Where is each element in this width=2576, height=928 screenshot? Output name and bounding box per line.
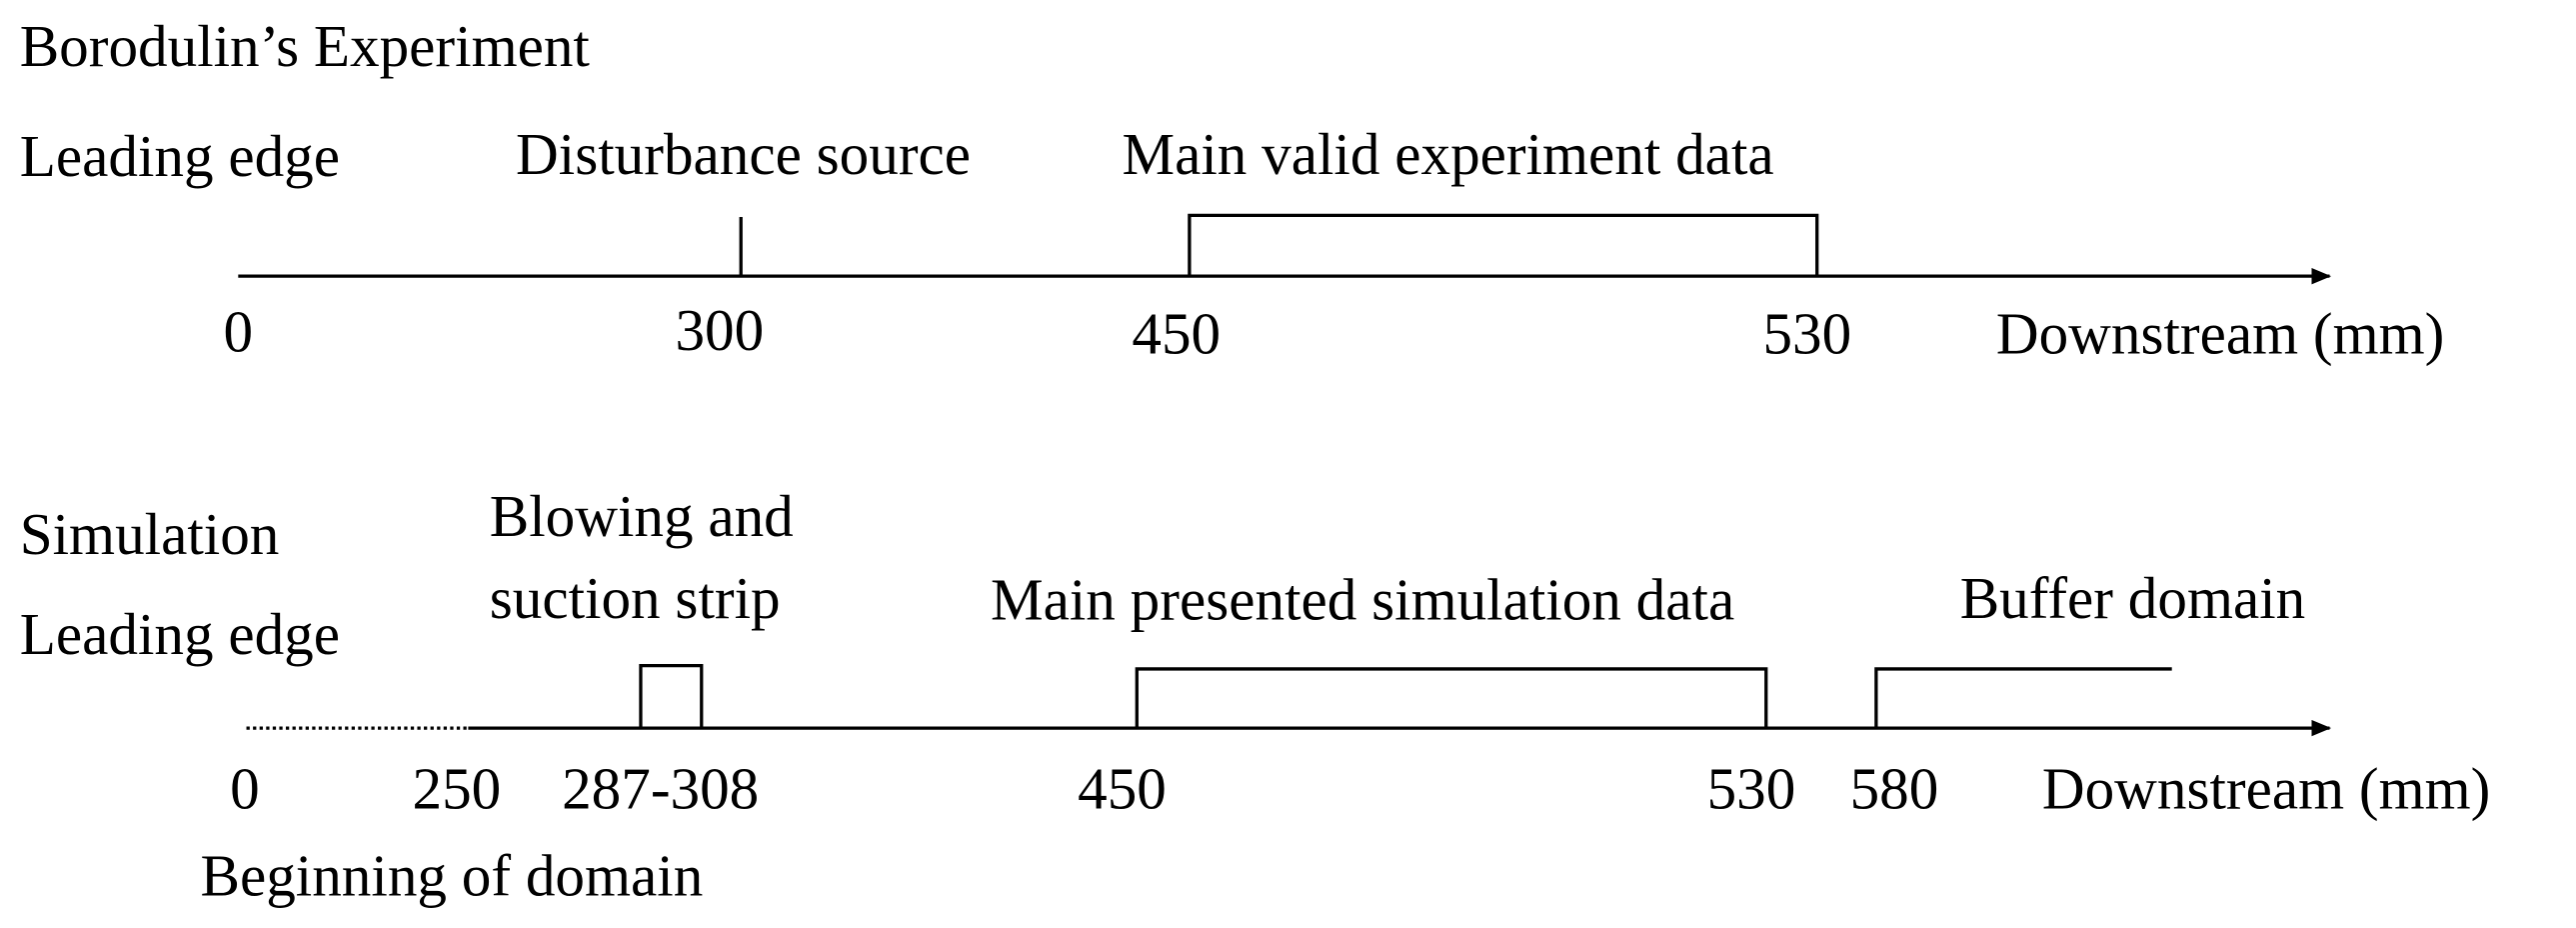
annotation: suction strip <box>490 565 781 631</box>
axis-label: Downstream (mm) <box>1996 300 2444 366</box>
section-title: Borodulin’s Experiment <box>20 13 591 79</box>
note: Beginning of domain <box>201 843 704 909</box>
data-bracket <box>1135 667 1768 729</box>
data-bracket <box>1188 213 1819 277</box>
tick-label: 580 <box>1850 756 1939 822</box>
buffer-bracket <box>1874 667 2172 729</box>
section-title: Simulation <box>20 501 280 567</box>
annotation: Leading edge <box>20 123 340 189</box>
axis-label: Downstream (mm) <box>2042 756 2491 822</box>
strip-box <box>639 664 704 729</box>
tick-label: 287-308 <box>562 756 759 822</box>
tick-label: 530 <box>1707 756 1796 822</box>
tick-label: 300 <box>675 297 764 363</box>
annotation: Main presented simulation data <box>991 567 1734 633</box>
annotation: Disturbance source <box>516 121 971 187</box>
annotation: Blowing and <box>490 483 794 549</box>
tick-label: 0 <box>224 299 254 365</box>
tick-label: 530 <box>1762 300 1851 366</box>
annotation: Buffer domain <box>1960 565 2306 631</box>
annotation: Main valid experiment data <box>1123 121 1774 187</box>
tick-label: 450 <box>1078 756 1167 822</box>
tick-label: 450 <box>1132 300 1221 366</box>
tick-label: 250 <box>413 756 502 822</box>
annotation: Leading edge <box>20 601 340 667</box>
tick-label: 0 <box>230 756 260 822</box>
